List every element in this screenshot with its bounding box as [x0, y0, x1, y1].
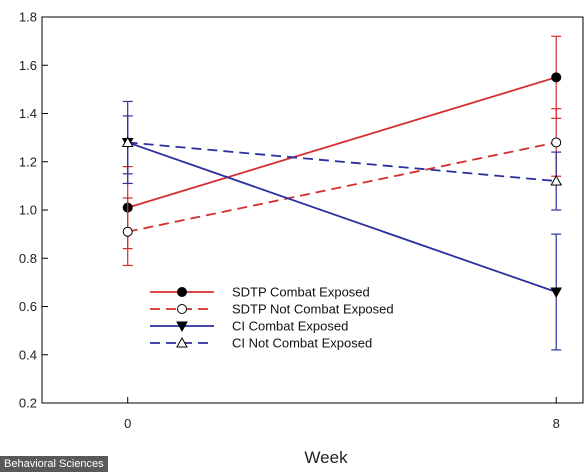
- legend-item-1: SDTP Combat Exposed: [150, 285, 370, 300]
- y-tick-label: 0.4: [19, 347, 37, 362]
- legend-label: SDTP Combat Exposed: [232, 285, 370, 300]
- y-tick-label: 1.6: [19, 58, 37, 73]
- legend: SDTP Combat Exposed SDTP Not Combat Expos…: [150, 285, 394, 351]
- data-point: [550, 287, 563, 299]
- legend-label: CI Combat Exposed: [232, 319, 348, 334]
- series-line: [127, 141, 557, 233]
- y-tick-label: 0.8: [19, 251, 37, 266]
- legend-item-4: CI Not Combat Exposed: [150, 336, 372, 351]
- axes: 0.2 0.4 0.6 0.8 1.0 1.2 1.4 1.6 1.8 0 8: [19, 10, 584, 431]
- series-layer: [121, 35, 563, 351]
- y-tick-label: 1.0: [19, 203, 37, 218]
- x-tick-label: 0: [124, 416, 131, 431]
- legend-swatch-marker: [176, 321, 188, 333]
- data-point: [121, 136, 134, 147]
- legend-swatch-marker: [177, 287, 187, 297]
- y-tick-label: 1.4: [19, 106, 37, 121]
- source-watermark: Behavioral Sciences: [0, 456, 108, 472]
- data-point: [550, 175, 563, 186]
- series-line: [127, 141, 557, 182]
- x-axis-label: Week: [304, 448, 348, 467]
- legend-label: CI Not Combat Exposed: [232, 336, 372, 351]
- y-tick-label: 0.2: [19, 396, 37, 411]
- data-point: [551, 72, 562, 83]
- y-tick-label: 0.6: [19, 299, 37, 314]
- series-line: [127, 141, 557, 293]
- series-line: [127, 76, 557, 209]
- data-point: [551, 137, 562, 148]
- series-4: [121, 115, 563, 211]
- legend-swatch-marker: [176, 336, 188, 348]
- y-tick-label: 1.8: [19, 10, 37, 25]
- legend-swatch-marker: [177, 304, 187, 314]
- series-2: [122, 108, 562, 267]
- y-tick-label: 1.2: [19, 154, 37, 169]
- legend-label: SDTP Not Combat Exposed: [232, 302, 394, 317]
- data-point: [122, 226, 133, 237]
- legend-item-3: CI Combat Exposed: [150, 319, 348, 334]
- x-tick-label: 8: [553, 416, 560, 431]
- legend-item-2: SDTP Not Combat Exposed: [150, 302, 394, 317]
